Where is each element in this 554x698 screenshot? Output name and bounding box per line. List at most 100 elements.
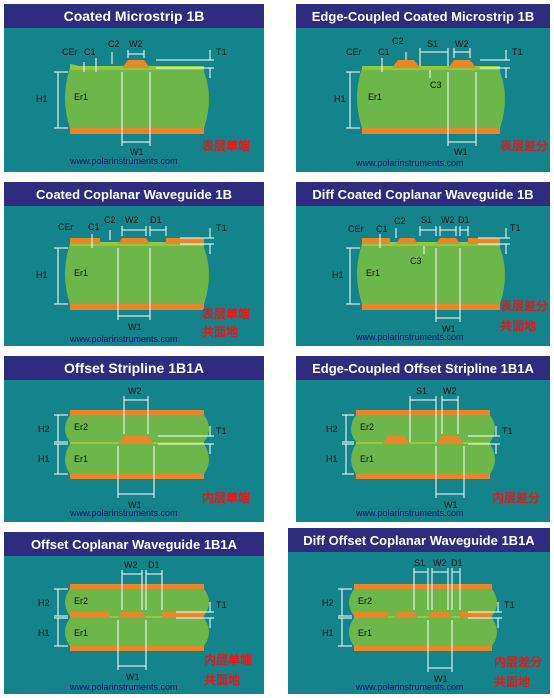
cn-label-1: 内层单端 [204, 653, 253, 667]
label-er2: Er2 [360, 422, 374, 432]
coplanar-ground-right [460, 612, 492, 618]
label-t1: T1 [216, 426, 227, 436]
url-text: www.polarinstruments.com [70, 334, 178, 344]
label-w2: W2 [443, 386, 457, 396]
label-er2: Er2 [74, 422, 88, 432]
label-w1: W1 [434, 674, 448, 684]
label-er1: Er1 [74, 628, 88, 638]
label-c2: C2 [394, 216, 406, 226]
cn-label-1: 表层单端 [202, 307, 251, 321]
ground-plane [362, 128, 500, 134]
signal-trace [118, 612, 146, 618]
dielectric-er2 [351, 415, 495, 442]
diagram-area: W2 D1 H2 Er2 T1 H1 Er1 W1 [4, 556, 264, 694]
top-ground-plane [70, 584, 204, 589]
label-w2: W2 [441, 215, 455, 225]
panel-coated-microstrip: Coated Microstrip 1B CEr C1 C2 [4, 4, 264, 172]
label-er1: Er1 [74, 454, 88, 464]
label-c1: C1 [376, 224, 388, 234]
url-text: www.polarinstruments.com [356, 332, 464, 342]
cn-label-1: 内层差分 [494, 655, 543, 669]
label-er1: Er1 [358, 628, 372, 638]
label-s1: S1 [427, 39, 438, 49]
label-w1: W1 [454, 147, 468, 157]
label-s1: S1 [421, 215, 432, 225]
cn-label-2: 共面地 [204, 673, 241, 687]
signal-trace [118, 238, 150, 244]
label-d1: D1 [458, 215, 470, 225]
ground-plane [70, 128, 204, 134]
label-h2: H2 [38, 598, 50, 608]
label-t1: T1 [512, 47, 523, 57]
label-s1: S1 [416, 386, 427, 396]
dimension-lines [338, 568, 502, 672]
signal-trace-right [436, 238, 460, 244]
panel-title: Coated Coplanar Waveguide 1B [4, 182, 264, 206]
label-w1: W1 [126, 672, 140, 682]
diagram: CEr C1 C2 W2 T1 H1 Er1 W1 [36, 39, 227, 157]
url-text: www.polarinstruments.com [70, 508, 178, 518]
label-c1: C1 [88, 222, 100, 232]
label-h2: H2 [326, 424, 338, 434]
bottom-ground-plane [356, 474, 490, 479]
panel-coated-coplanar-waveguide: Coated Coplanar Waveguide 1B CE [4, 182, 264, 346]
signal-trace [118, 436, 154, 444]
signal-trace-right [428, 612, 452, 618]
coplanar-ground-right [166, 238, 204, 244]
label-w1: W1 [442, 324, 456, 334]
diagram: CEr C1 C2 W2 D1 T1 H1 Er1 W1 [36, 215, 227, 332]
coating-surface [362, 66, 500, 70]
signal-trace-right [448, 60, 476, 68]
label-t1: T1 [504, 600, 515, 610]
label-er1: Er1 [360, 454, 374, 464]
label-w1: W1 [130, 147, 144, 157]
panel-title: Offset Coplanar Waveguide 1B1A [4, 532, 264, 556]
coplanar-ground-right [162, 612, 204, 618]
panel-title: Diff Coated Coplanar Waveguide 1B [296, 182, 550, 206]
label-h1: H1 [326, 454, 338, 464]
label-w1: W1 [128, 500, 142, 510]
label-er1: Er1 [74, 268, 88, 278]
signal-trace-left [394, 612, 418, 618]
label-t1: T1 [216, 600, 227, 610]
signal-trace-left [392, 60, 420, 68]
label-cer: CEr [62, 47, 78, 57]
dimension-lines [54, 570, 214, 670]
cn-label: 内层差分 [492, 491, 541, 505]
diagram: CEr C1 C2 S1 W2 D1 T1 H1 Er1 C3 W1 [332, 215, 521, 334]
label-er1: Er1 [74, 92, 88, 102]
cn-label: 表层差分 [500, 139, 549, 153]
dimension-lines [342, 396, 500, 498]
cn-label: 内层单端 [202, 491, 251, 505]
label-t1: T1 [510, 223, 521, 233]
label-c3: C3 [430, 80, 442, 90]
label-h2: H2 [322, 598, 334, 608]
diagram: CEr C1 C2 S1 W2 T1 H1 Er1 C3 W1 [334, 36, 523, 157]
panel-edge-coupled-offset-stripline: Edge-Coupled Offset Stripline 1B1A [296, 356, 550, 522]
label-s1: S1 [414, 558, 425, 568]
signal-trace-right [436, 436, 464, 444]
dimension-lines [54, 50, 214, 146]
label-w2: W2 [124, 560, 138, 570]
url-text: www.polarinstruments.com [356, 508, 464, 518]
label-c1: C1 [84, 47, 96, 57]
label-w2: W2 [128, 386, 142, 396]
dimension-lines [346, 48, 510, 146]
label-er1: Er1 [368, 92, 382, 102]
panel-offset-stripline: Offset Stripline 1B1A W2 H2 [4, 356, 264, 522]
panel-diff-coated-coplanar-waveguide: Diff Coated Coplanar Waveguide 1B [296, 182, 550, 346]
diagram-area: CEr C1 C2 W2 T1 H1 Er1 W1 [4, 28, 264, 172]
top-ground-plane [356, 410, 490, 415]
label-h1: H1 [322, 628, 334, 638]
label-h1: H1 [334, 94, 346, 104]
label-w1: W1 [128, 322, 142, 332]
coplanar-ground-left [354, 612, 388, 618]
url-text: www.polarinstruments.com [70, 682, 178, 692]
label-er2: Er2 [74, 596, 88, 606]
dimension-lines [54, 226, 214, 320]
diagram-area: CEr C1 C2 S1 W2 D1 T1 H1 Er1 C3 W1 [296, 206, 550, 346]
signal-trace-left [382, 436, 410, 444]
dielectric-er1 [65, 444, 209, 474]
label-c1: C1 [378, 47, 390, 57]
label-d1: D1 [148, 560, 160, 570]
